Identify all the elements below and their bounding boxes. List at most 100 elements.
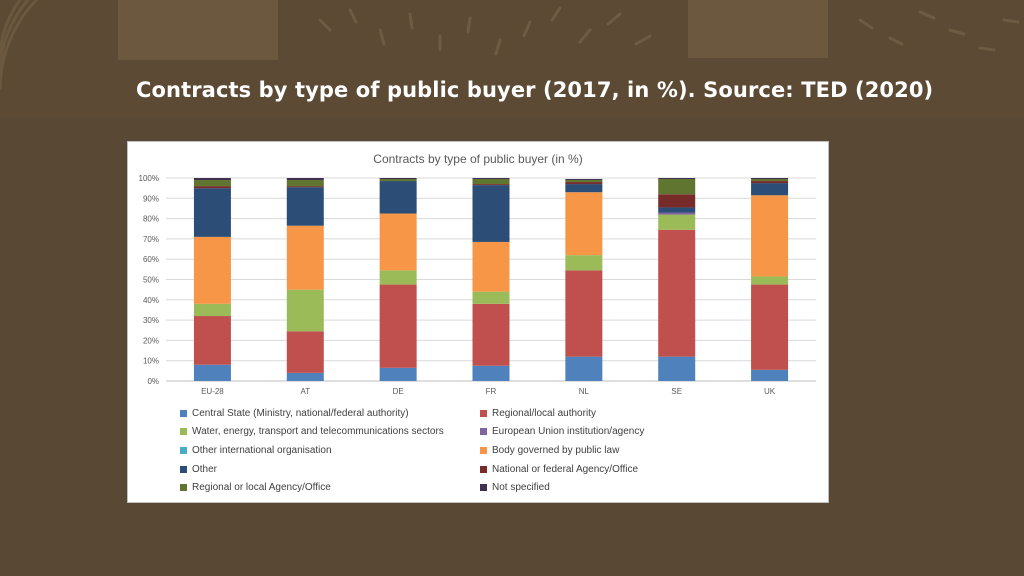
bar-segment (286, 331, 324, 373)
bar-segment (379, 367, 417, 381)
bar-segment (193, 303, 231, 317)
chart-title: Contracts by type of public buyer (in %) (373, 152, 582, 166)
legend-swatch (180, 446, 187, 454)
x-tick-label: AT (300, 387, 310, 396)
legend-swatch (480, 409, 487, 417)
bar-segment (751, 284, 789, 370)
bar-segment (472, 178, 510, 180)
bar-segment (286, 178, 324, 181)
y-tick-label: 90% (143, 194, 159, 203)
y-tick-label: 30% (143, 316, 159, 325)
bar-segment (751, 178, 789, 180)
chart-card: Contracts by type of public buyer (in %)… (127, 141, 829, 503)
legend-entry: Regional or local Agency/Office (180, 478, 480, 497)
legend-entry: Body governed by public law (480, 441, 780, 460)
bar-segment (379, 284, 417, 368)
legend-swatch (480, 446, 487, 454)
legend-label: Regional or local Agency/Office (192, 482, 331, 494)
bar-segment (379, 213, 417, 271)
legend-label: Regional/local authority (492, 407, 596, 419)
y-tick-label: 0% (147, 377, 159, 386)
bar-segment (565, 184, 603, 193)
x-tick-label: NL (579, 387, 590, 396)
legend-swatch (480, 428, 487, 436)
bar-segment (751, 369, 789, 381)
bar-segment (286, 186, 324, 188)
bar-segment (379, 270, 417, 285)
legend-swatch (180, 428, 187, 436)
legend-entry: European Union institution/agency (480, 423, 780, 442)
legend-label: European Union institution/agency (492, 426, 645, 438)
legend-swatch (180, 484, 187, 492)
bar-segment (193, 178, 231, 181)
bar-segment (472, 365, 510, 381)
bar-segment (751, 181, 789, 184)
bar-segment (286, 187, 324, 226)
legend-entry: Other (180, 460, 480, 479)
bar-segment (565, 192, 603, 256)
y-tick-label: 50% (143, 276, 159, 285)
legend-label: Body governed by public law (492, 444, 620, 456)
bar-segment (286, 372, 324, 381)
y-tick-label: 70% (143, 235, 159, 244)
legend-swatch (180, 409, 187, 417)
bar-segment (751, 195, 789, 277)
bar-segment (658, 194, 696, 208)
legend-label: Other international organisation (192, 444, 332, 456)
bar-segment (193, 180, 231, 187)
title-banner: Contracts by type of public buyer (2017,… (0, 0, 1024, 118)
bar-segment (565, 255, 603, 271)
legend-label: Other (192, 463, 218, 475)
bar-segment (193, 316, 231, 365)
decorative-pattern (0, 0, 1020, 91)
bar-segment (379, 178, 417, 180)
chart-legend: Central State (Ministry, national/federa… (180, 404, 820, 497)
bar-segment (193, 186, 231, 189)
bar-segment (379, 179, 417, 182)
bar-segment (565, 182, 603, 185)
bar-segment (751, 179, 789, 182)
bar-segment (286, 289, 324, 332)
bar-segment (193, 188, 231, 237)
bar-segment (193, 236, 231, 304)
legend-label: Central State (Ministry, national/federa… (192, 407, 409, 419)
bar-segment (472, 303, 510, 366)
bar-segment (565, 179, 603, 181)
bar-segment (658, 214, 696, 230)
bar-segment (565, 180, 603, 183)
x-tick-label: UK (764, 387, 776, 396)
slide-title: Contracts by type of public buyer (2017,… (136, 78, 934, 102)
bar-segment (193, 364, 231, 381)
legend-label: Water, energy, transport and telecommuni… (192, 426, 444, 438)
legend-swatch (480, 484, 487, 492)
bar-segment (658, 178, 696, 180)
bar-segment (751, 183, 789, 196)
x-tick-label: DE (393, 387, 404, 396)
bar-segment (658, 179, 696, 195)
bar-segment (565, 356, 603, 381)
y-tick-label: 40% (143, 296, 159, 305)
x-tick-label: EU-28 (201, 387, 224, 396)
legend-entry: Regional/local authority (480, 404, 780, 423)
x-tick-label: SE (671, 387, 682, 396)
legend-label: National or federal Agency/Office (492, 463, 639, 475)
legend-entry: Central State (Ministry, national/federa… (180, 404, 480, 423)
bar-segment (658, 212, 696, 215)
x-tick-label: FR (486, 387, 497, 396)
y-tick-label: 100% (139, 174, 159, 183)
bar-segment (658, 229, 696, 357)
legend-swatch (480, 465, 487, 473)
y-tick-label: 80% (143, 215, 159, 224)
bar-segment (472, 184, 510, 186)
bar-segment (286, 180, 324, 187)
bar-segment (751, 276, 789, 285)
bar-segment (658, 356, 696, 381)
y-tick-label: 10% (143, 357, 159, 366)
bar-segment (472, 291, 510, 304)
bar-segment (565, 270, 603, 357)
bar-segment (472, 179, 510, 185)
bar-segment (379, 181, 417, 214)
legend-entry: Not specified (480, 478, 780, 497)
legend-label: Not specified (492, 482, 550, 494)
legend-entry: National or federal Agency/Office (480, 460, 780, 479)
